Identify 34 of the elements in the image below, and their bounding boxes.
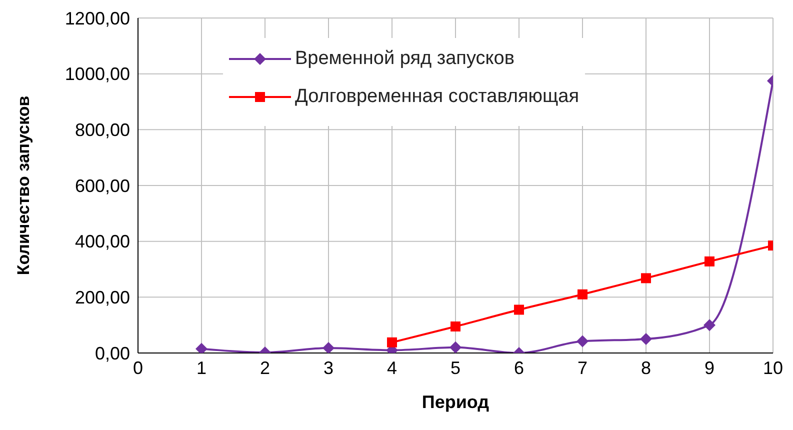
x-axis-title: Период (422, 392, 490, 412)
legend-label: Долговременная составляющая (295, 86, 579, 108)
point (576, 335, 588, 348)
y-tick-label: 400,00 (74, 232, 130, 252)
point (450, 341, 462, 353)
point (641, 273, 651, 284)
x-tick-label: 5 (450, 358, 461, 378)
y-tick-label: 600,00 (74, 176, 130, 196)
point (514, 304, 524, 315)
x-tick-label: 9 (704, 358, 715, 378)
x-tick-label: 2 (260, 358, 270, 378)
x-tick-label: 8 (640, 358, 652, 378)
point (322, 342, 334, 353)
point (196, 342, 208, 353)
point (704, 256, 714, 266)
y-tick-label: 1000,00 (64, 64, 130, 84)
x-tick-label: 3 (323, 358, 334, 378)
legend-label: Временной ряд запусков (295, 48, 514, 70)
point (578, 289, 588, 300)
x-tick-label: 6 (514, 358, 524, 378)
y-tick-label: 200,00 (74, 288, 130, 308)
point (704, 319, 716, 332)
x-tick-label: 4 (386, 358, 398, 378)
x-tick-label: 1 (196, 358, 207, 378)
y-tick-label: 1200,00 (64, 8, 130, 28)
x-tick-label: 0 (132, 358, 144, 378)
y-axis-title: Количество запусков (14, 96, 34, 276)
y-tick-label: 0,00 (94, 343, 130, 364)
y-tick-label: 800,00 (74, 120, 130, 140)
x-tick-label: 7 (577, 358, 588, 378)
x-tick-label: 10 (762, 358, 784, 378)
point (450, 321, 460, 332)
point (640, 333, 652, 346)
point (387, 337, 397, 348)
